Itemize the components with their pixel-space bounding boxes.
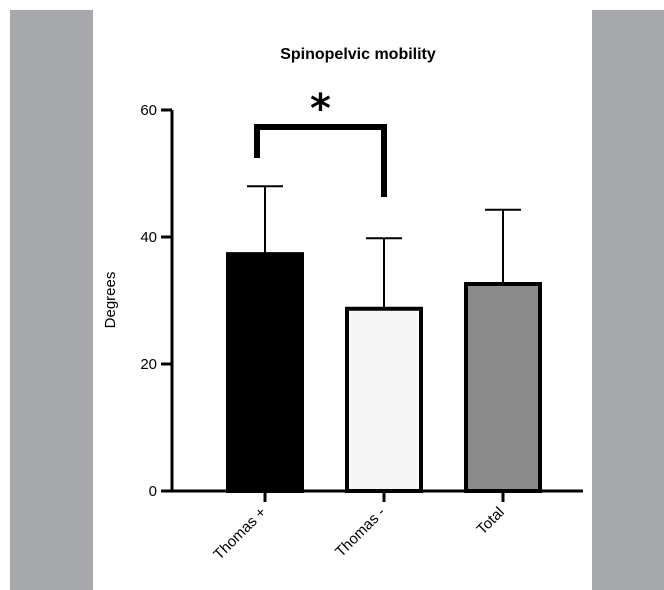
chart-title: Spinopelvic mobility [280, 46, 436, 63]
x-axis: Thomas + Thomas - Total [170, 489, 583, 564]
y-tick-label: 0 [149, 483, 157, 500]
y-axis-label: Degrees [102, 272, 119, 329]
left-gray-panel [10, 10, 93, 590]
bar [226, 252, 304, 493]
y-tick-label: 20 [140, 356, 157, 373]
y-axis: 0 20 40 60 [140, 102, 174, 500]
significance-star: * [310, 86, 331, 132]
right-gray-panel [592, 10, 664, 590]
y-tick-label: 40 [140, 229, 157, 246]
y-tick-label: 60 [140, 102, 157, 119]
x-tick-label: Thomas + [210, 504, 270, 564]
significance-bracket-line [254, 124, 387, 197]
bars [226, 185, 542, 493]
x-tick-label: Thomas - [332, 504, 389, 561]
significance-bracket: * [254, 86, 387, 197]
bar [345, 306, 423, 493]
bar [464, 281, 542, 493]
x-tick-label: Total [473, 504, 507, 538]
